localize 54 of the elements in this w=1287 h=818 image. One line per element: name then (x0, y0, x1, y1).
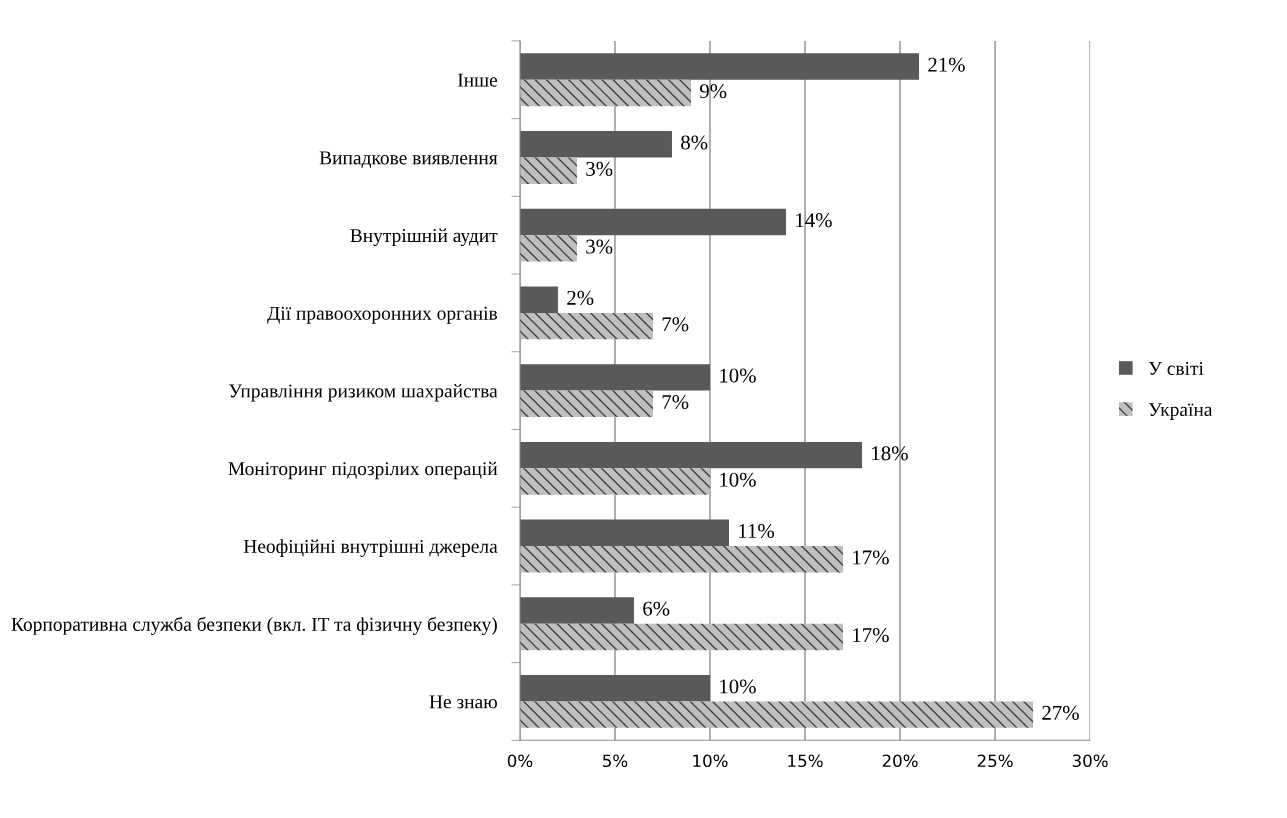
bar (519, 53, 920, 80)
bar (519, 286, 558, 313)
y-tick-label: Внутрішній аудит (350, 228, 498, 247)
x-tick-label: 10% (693, 754, 728, 768)
data-label: 10% (720, 368, 756, 383)
data-label: 17% (853, 628, 889, 643)
data-label: 6% (643, 601, 670, 616)
x-tick-label: 20% (882, 754, 918, 768)
data-label: 3% (586, 161, 613, 176)
y-tick-label: Неофіційні внутрішні джерела (243, 539, 498, 557)
x-tick-label: 30% (1072, 754, 1108, 768)
bar (519, 390, 653, 418)
data-label: 11% (739, 523, 775, 539)
bar (519, 597, 634, 624)
bar (519, 157, 577, 184)
x-tick-label: 0% (507, 754, 533, 768)
data-label: 7% (662, 317, 689, 332)
bar (519, 675, 710, 702)
y-tick-label: Моніторинг підозрілих операцій (228, 461, 498, 480)
y-tick-label: Інше (457, 73, 498, 87)
bar (519, 312, 653, 340)
bar (519, 519, 729, 547)
data-label: 27% (1042, 705, 1079, 720)
y-tick-label: Управління ризиком шахрайства (228, 384, 498, 402)
legend-label: У світі (1148, 361, 1204, 375)
bar (519, 623, 844, 651)
bar (519, 701, 1034, 728)
y-tick-label: Не знаю (429, 695, 497, 709)
y-tick-label: Корпоративна служба безпеки (вкл. IT та фізичну безпеку) (11, 616, 497, 635)
x-tick-label: 5% (603, 754, 628, 768)
data-label: 3% (586, 239, 613, 254)
bar (519, 546, 844, 573)
bar (519, 79, 691, 107)
data-label: 14% (796, 213, 832, 228)
data-label: 10% (720, 679, 756, 694)
y-tick-label: Дії правоохоронних органів (267, 306, 498, 324)
bar (519, 208, 787, 236)
data-label: 8% (681, 135, 708, 150)
x-tick-label: 25% (977, 754, 1013, 768)
x-tick-label: 15% (788, 754, 823, 768)
data-label: 21% (928, 57, 965, 72)
data-label: 17% (853, 550, 889, 565)
data-label: 2% (567, 290, 594, 305)
y-tick-label: Випадкове виявлення (319, 151, 498, 168)
data-label: 7% (662, 394, 689, 410)
bar (519, 131, 672, 158)
data-label: 9% (699, 84, 727, 99)
data-label: 10% (720, 472, 756, 487)
bar (519, 235, 577, 262)
bar (519, 468, 710, 495)
legend-label: Україна (1148, 403, 1213, 421)
bar (519, 364, 710, 391)
data-label: 18% (872, 446, 908, 461)
bar (519, 441, 863, 469)
